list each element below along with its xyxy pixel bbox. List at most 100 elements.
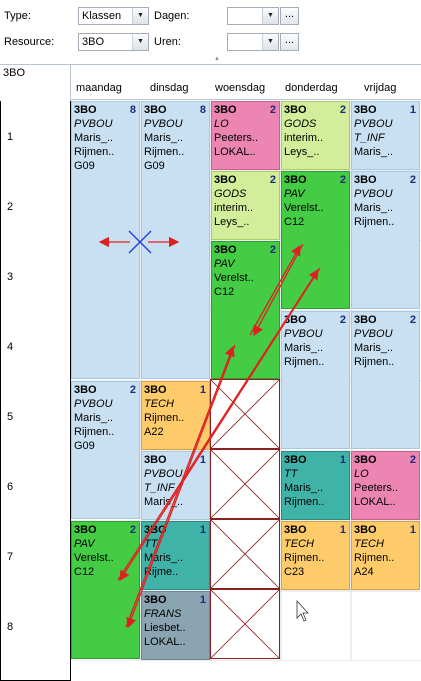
lesson-teacher: interim.. — [214, 202, 254, 214]
class-title: 3BO — [3, 67, 26, 79]
lesson-card[interactable]: 3BO 2 PVBOU Maris_.. Rijmen.. — [351, 311, 420, 449]
lesson-count: 1 — [409, 104, 416, 116]
period-label: 1 — [7, 131, 14, 143]
period-label: 3 — [7, 271, 14, 283]
lesson-class: 3BO — [74, 384, 97, 396]
lesson-card[interactable]: 3BO 2 PAV Verelst.. C12 — [281, 171, 350, 309]
lesson-subject: TT — [144, 538, 158, 550]
chevron-down-icon[interactable]: ▼ — [132, 8, 148, 24]
dagen-label: Dagen: — [154, 10, 190, 22]
lesson-room: LOKAL.. — [354, 496, 396, 508]
lesson-card[interactable]: 3BO 1 PVBOU T_INF Maris_.. — [351, 101, 420, 170]
resource-select[interactable]: 3BO ▼ — [78, 33, 149, 51]
period-label: 4 — [7, 341, 14, 353]
chevron-down-icon[interactable]: ▼ — [262, 8, 278, 24]
lesson-room: C12 — [214, 286, 235, 298]
lesson-teacher: Verelst.. — [214, 272, 254, 284]
lesson-count: 2 — [129, 524, 136, 536]
lesson-card[interactable]: 3BO 1 TT Maris_.. Rijmen.. — [281, 451, 350, 520]
lesson-count: 1 — [199, 384, 206, 396]
lesson-teacher: Rijmen.. — [144, 412, 185, 424]
day-header-maandag[interactable]: maandag — [76, 82, 122, 94]
lesson-class: 3BO — [284, 524, 307, 536]
period-label: 2 — [7, 201, 14, 213]
lesson-class: 3BO — [74, 524, 97, 536]
lesson-subject-2: T_INF — [354, 132, 385, 144]
lesson-teacher: Peeters.. — [214, 132, 259, 144]
period-label: 6 — [7, 481, 14, 493]
lesson-count: 1 — [199, 524, 206, 536]
lesson-count: 2 — [339, 104, 346, 116]
resource-label: Resource: — [4, 36, 55, 48]
uren-more-button[interactable]: ... — [280, 33, 299, 51]
day-header-donderdag[interactable]: donderdag — [285, 82, 338, 94]
splitter-grip-icon[interactable]: ▲ — [214, 56, 220, 62]
dagen-select[interactable]: ▼ — [227, 7, 279, 25]
lesson-card[interactable]: 3BO 2 LO Peeters.. LOKAL.. — [351, 451, 420, 520]
lesson-card[interactable]: 3BO 2 LO Peeters.. LOKAL.. — [211, 101, 280, 170]
move-cross-icon — [128, 230, 152, 254]
lesson-room: Leys_.. — [284, 146, 320, 158]
day-header-dinsdag[interactable]: dinsdag — [150, 82, 189, 94]
lesson-card[interactable]: 3BO 1 TT Maris_.. Rijme.. — [141, 521, 210, 590]
lesson-card[interactable]: 3BO 1 TECH Rijmen.. C23 — [281, 521, 350, 590]
lesson-class: 3BO — [284, 454, 307, 466]
lesson-room: Rijmen.. — [284, 356, 325, 368]
lesson-extra: G09 — [144, 160, 165, 172]
lesson-room: Rijmen.. — [284, 496, 325, 508]
lesson-class: 3BO — [354, 454, 377, 466]
lesson-class: 3BO — [214, 244, 237, 256]
lesson-room: C12 — [284, 216, 305, 228]
lesson-card[interactable]: 3BO 1 FRANS Liesbet.. LOKAL.. — [141, 591, 210, 660]
lesson-card[interactable]: 3BO 1 PVBOU T_INF Maris_.. — [141, 451, 210, 520]
chevron-down-icon[interactable]: ▼ — [262, 34, 278, 50]
lesson-card[interactable]: 3BO 2 PAV Verelst.. C12 — [71, 521, 140, 659]
lesson-class: 3BO — [284, 174, 307, 186]
lesson-teacher: Maris_.. — [74, 132, 114, 144]
day-header-vrijdag[interactable]: vrijdag — [364, 82, 397, 94]
panel-divider — [0, 64, 421, 65]
lesson-card[interactable]: 3BO 2 PVBOU Maris_.. Rijmen.. G09 — [71, 381, 140, 519]
lesson-teacher: Maris_.. — [354, 146, 394, 158]
lesson-count: 2 — [269, 104, 276, 116]
lesson-teacher: Rijmen.. — [354, 552, 395, 564]
header-bottom-line — [71, 99, 421, 100]
lesson-teacher: Liesbet.. — [144, 622, 186, 634]
day-header-woensdag[interactable]: woensdag — [215, 82, 266, 94]
lesson-subject: PVBOU — [144, 118, 183, 130]
lesson-card[interactable]: 3BO 2 GODS interim.. Leys_.. — [211, 171, 280, 240]
type-select[interactable]: Klassen ▼ — [78, 7, 149, 25]
uren-label: Uren: — [154, 36, 181, 48]
lesson-count: 2 — [129, 384, 136, 396]
lesson-room: Rijmen.. — [74, 146, 115, 158]
lesson-card[interactable]: 3BO 2 GODS interim.. Leys_.. — [281, 101, 350, 170]
lesson-count: 1 — [199, 594, 206, 606]
chevron-down-icon[interactable]: ▼ — [132, 34, 148, 50]
lesson-card[interactable]: 3BO 2 PAV Verelst.. C12 — [211, 241, 280, 379]
period-label: 5 — [7, 411, 14, 423]
lesson-subject: PAV — [284, 188, 305, 200]
period-label: 8 — [7, 621, 14, 633]
lesson-room: A24 — [354, 566, 374, 578]
lesson-class: 3BO — [354, 174, 377, 186]
lesson-teacher: Maris_.. — [144, 496, 184, 508]
lesson-subject: GODS — [214, 188, 247, 200]
lesson-subject: PVBOU — [354, 118, 393, 130]
lesson-subject: GODS — [284, 118, 317, 130]
lesson-class: 3BO — [144, 104, 167, 116]
lesson-count: 2 — [409, 174, 416, 186]
lesson-teacher: Maris_.. — [74, 412, 114, 424]
period-label: 7 — [7, 551, 14, 563]
lesson-card[interactable]: 3BO 2 PVBOU Maris_.. Rijmen.. — [281, 311, 350, 449]
lesson-subject-2: T_INF — [144, 482, 175, 494]
lesson-subject: TT — [284, 468, 298, 480]
lesson-room: Rijmen.. — [354, 216, 395, 228]
lesson-class: 3BO — [144, 594, 167, 606]
lesson-count: 1 — [409, 524, 416, 536]
lesson-count: 2 — [269, 174, 276, 186]
dagen-more-button[interactable]: ... — [280, 7, 299, 25]
uren-select[interactable]: ▼ — [227, 33, 279, 51]
lesson-card[interactable]: 3BO 2 PVBOU Maris_.. Rijmen.. — [351, 171, 420, 309]
lesson-card[interactable]: 3BO 1 TECH Rijmen.. A24 — [351, 521, 420, 590]
lesson-subject: PVBOU — [144, 468, 183, 480]
